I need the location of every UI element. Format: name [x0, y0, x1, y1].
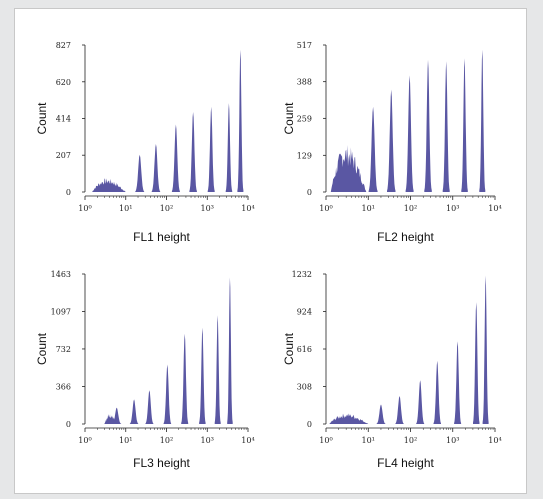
x-tick-label: 10² [160, 204, 173, 213]
y-axis-label: Count [282, 102, 296, 135]
peak-3 [145, 390, 154, 424]
peak-2 [151, 144, 161, 192]
peak-5 [207, 106, 215, 192]
peak-2 [387, 89, 396, 192]
x-axis-label: FL3 height [133, 456, 190, 470]
x-tick-label: 10⁴ [488, 204, 501, 213]
peak-1 [112, 407, 122, 424]
x-tick-label: 10³ [201, 436, 214, 445]
x-tick-label: 10³ [201, 204, 214, 213]
y-tick-label: 0 [66, 420, 71, 429]
x-tick-label: 10³ [446, 204, 459, 213]
y-tick-label: 616 [297, 345, 312, 354]
y-axis-label: Count [35, 102, 49, 135]
peak-3 [405, 75, 414, 192]
peak-1 [135, 154, 145, 192]
peak-4 [424, 59, 432, 192]
figure-panel [14, 8, 527, 494]
y-tick-label: 129 [297, 151, 312, 160]
y-tick-label: 0 [307, 188, 312, 197]
y-tick-label: 0 [307, 420, 312, 429]
peak-6 [461, 58, 468, 193]
x-tick-label: 10⁰ [78, 436, 91, 445]
histogram-3: 0 366 732 1097 1463 10⁰ 10¹ 10² 10³ 10⁴ Count FL3 h… [35, 270, 255, 470]
y-tick-label: 366 [56, 382, 71, 391]
x-tick-label: 10² [404, 204, 417, 213]
peak-5 [181, 333, 189, 424]
peak-3 [171, 124, 180, 192]
y-tick-label: 620 [56, 78, 71, 87]
noise-distribution [330, 145, 367, 192]
y-tick-label: 259 [297, 114, 312, 123]
x-tick-label: 10³ [446, 436, 459, 445]
peak-2 [129, 399, 139, 424]
peak-4 [163, 364, 172, 424]
peak-7 [482, 275, 489, 424]
noise-distribution [329, 413, 369, 424]
peak-7 [214, 315, 221, 424]
peak-2 [395, 396, 404, 424]
y-tick-label: 308 [297, 383, 312, 392]
noise-distribution [104, 413, 117, 424]
peak-6 [473, 302, 480, 424]
x-tick-label: 10⁰ [319, 204, 332, 213]
peak-4 [433, 360, 441, 424]
y-tick-label: 388 [297, 78, 312, 87]
y-tick-label: 1232 [292, 270, 312, 279]
y-tick-label: 827 [56, 41, 71, 50]
x-tick-label: 10¹ [362, 204, 375, 213]
x-tick-label: 10² [404, 436, 417, 445]
x-tick-label: 10⁰ [319, 436, 332, 445]
y-tick-label: 732 [56, 345, 71, 354]
peak-4 [189, 112, 197, 192]
peak-1 [376, 404, 386, 424]
y-tick-label: 414 [56, 114, 71, 123]
histogram-1: 0 207 414 620 827 10⁰ 10¹ 10² 10³ 10⁴ Count FL1 hei… [35, 41, 255, 244]
y-tick-label: 924 [297, 308, 312, 317]
y-tick-label: 0 [66, 188, 71, 197]
peak-8 [227, 277, 233, 424]
peak-3 [416, 380, 425, 424]
x-axis-label: FL2 height [377, 230, 434, 244]
histogram-2: 0 129 259 388 517 10⁰ 10¹ 10² 10³ 10⁴ Count FL2 hei… [282, 41, 502, 244]
x-tick-label: 10¹ [119, 204, 132, 213]
y-tick-label: 1097 [51, 308, 71, 317]
peak-5 [454, 341, 462, 424]
y-axis-label: Count [35, 332, 49, 365]
peak-1 [368, 106, 378, 192]
y-tick-label: 517 [297, 41, 312, 50]
peak-7 [237, 49, 244, 192]
histogram-4: 0 308 616 924 1232 10⁰ 10¹ 10² 10³ 10⁴ Count FL4 he… [282, 270, 502, 470]
x-tick-label: 10¹ [119, 436, 132, 445]
peak-6 [225, 103, 233, 192]
y-tick-label: 1463 [51, 270, 71, 279]
x-tick-label: 10⁴ [488, 436, 501, 445]
peak-7 [479, 49, 486, 192]
peak-5 [442, 61, 450, 193]
y-tick-label: 207 [56, 151, 71, 160]
x-tick-label: 10⁴ [241, 436, 254, 445]
x-tick-label: 10² [160, 436, 173, 445]
x-tick-label: 10⁴ [241, 204, 254, 213]
noise-distribution [92, 178, 126, 192]
y-axis-label: Count [282, 332, 296, 365]
x-axis-label: FL1 height [133, 230, 190, 244]
x-tick-label: 10¹ [362, 436, 375, 445]
x-tick-label: 10⁰ [78, 204, 91, 213]
x-axis-label: FL4 height [377, 456, 434, 470]
peak-6 [199, 327, 206, 424]
